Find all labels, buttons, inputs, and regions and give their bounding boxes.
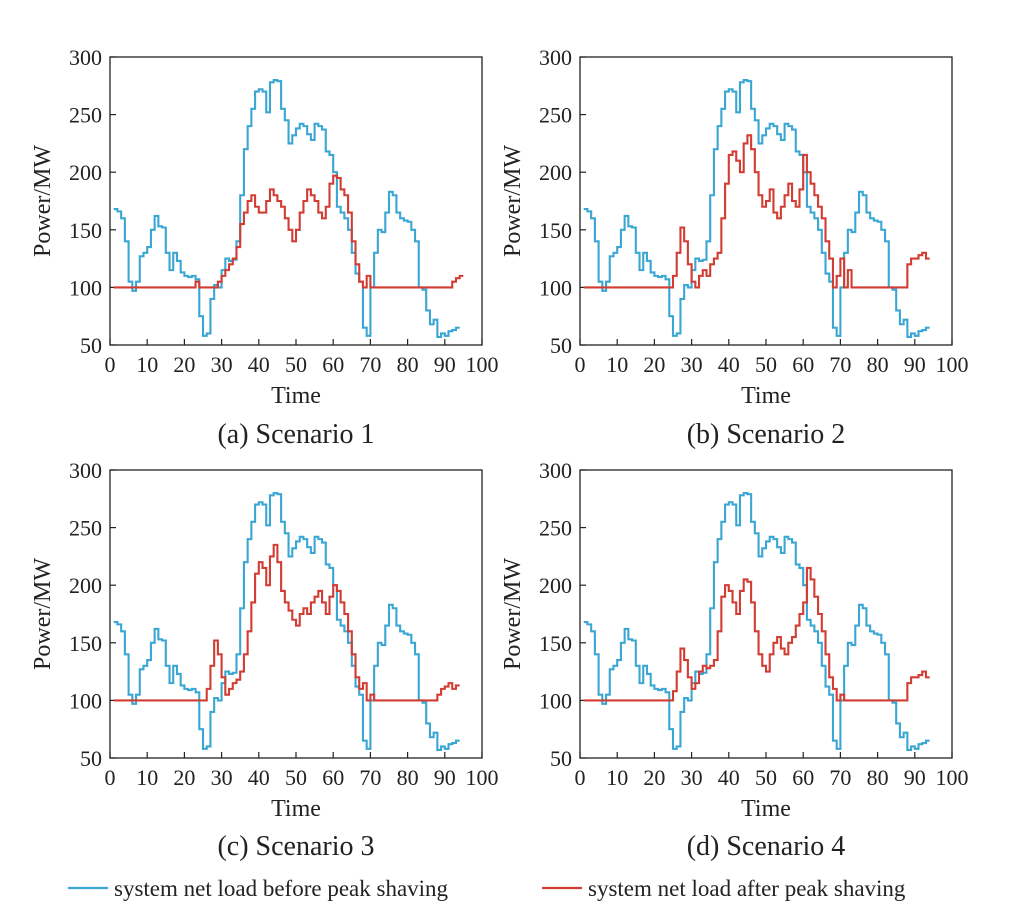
x-tick-label: 0 (575, 352, 586, 377)
panel-caption: (c) Scenario 3 (217, 831, 374, 862)
x-tick-label: 40 (718, 765, 740, 790)
x-tick-label: 60 (792, 352, 814, 377)
x-tick-label: 90 (904, 765, 926, 790)
x-tick-label: 20 (643, 352, 665, 377)
x-tick-label: 50 (755, 352, 777, 377)
series-before-line (113, 78, 460, 338)
series-after-line (113, 174, 464, 289)
chart-panel: 0 10 20 30 40 50 60 70 80 90 100 50 100 150 200 250 300 T… (30, 45, 499, 450)
x-tick-label: 80 (397, 765, 419, 790)
series-before-line (113, 491, 460, 751)
x-tick-label: 30 (211, 352, 233, 377)
y-tick-label: 50 (80, 333, 102, 358)
x-tick-label: 20 (173, 765, 195, 790)
x-tick-label: 90 (434, 352, 456, 377)
y-tick-label: 150 (69, 218, 102, 243)
y-tick-label: 250 (69, 103, 102, 128)
chart-panel: 0 10 20 30 40 50 60 70 80 90 100 50 100 150 200 250 300 T… (30, 458, 499, 862)
y-tick-label: 300 (539, 458, 572, 483)
x-axis-label: Time (741, 796, 791, 822)
y-tick-label: 50 (550, 746, 572, 771)
panel-caption: (d) Scenario 4 (687, 831, 846, 862)
y-tick-label: 150 (69, 631, 102, 656)
series-before-line (583, 78, 930, 338)
y-axis-label: Power/MW (30, 558, 56, 670)
y-tick-label: 100 (69, 688, 102, 713)
panel-caption: (b) Scenario 2 (687, 419, 846, 450)
x-tick-label: 100 (466, 352, 499, 377)
x-axis-label: Time (741, 383, 791, 409)
y-tick-label: 150 (539, 218, 572, 243)
y-tick-label: 200 (539, 573, 572, 598)
series-after-line (583, 566, 930, 702)
x-tick-label: 40 (718, 352, 740, 377)
x-tick-label: 50 (755, 765, 777, 790)
y-axis-label: Power/MW (30, 145, 56, 257)
x-tick-label: 90 (434, 765, 456, 790)
y-tick-label: 250 (69, 516, 102, 541)
y-axis-label: Power/MW (500, 558, 526, 670)
y-tick-label: 300 (539, 45, 572, 70)
y-tick-label: 200 (69, 160, 102, 185)
x-tick-label: 40 (248, 352, 270, 377)
x-axis-label: Time (271, 796, 321, 822)
x-tick-label: 10 (606, 352, 628, 377)
x-tick-label: 60 (322, 352, 344, 377)
x-tick-label: 0 (105, 765, 116, 790)
x-tick-label: 70 (829, 765, 851, 790)
chart-panel: 0 10 20 30 40 50 60 70 80 90 100 50 100 150 200 250 300 T… (500, 45, 969, 450)
x-tick-label: 40 (248, 765, 270, 790)
x-tick-label: 70 (359, 352, 381, 377)
x-tick-label: 100 (936, 352, 969, 377)
series-before-line (583, 491, 930, 751)
y-tick-label: 300 (69, 45, 102, 70)
x-tick-label: 90 (904, 352, 926, 377)
x-tick-label: 50 (285, 352, 307, 377)
y-tick-label: 250 (539, 103, 572, 128)
x-tick-label: 80 (867, 352, 889, 377)
y-tick-label: 250 (539, 516, 572, 541)
x-tick-label: 60 (792, 765, 814, 790)
y-axis-label: Power/MW (500, 145, 526, 257)
series-after-line (113, 543, 460, 702)
x-tick-label: 10 (136, 765, 158, 790)
y-tick-label: 50 (80, 746, 102, 771)
x-axis-label: Time (271, 383, 321, 409)
y-tick-label: 100 (69, 275, 102, 300)
y-tick-label: 100 (539, 275, 572, 300)
chart-panels: 0 10 20 30 40 50 60 70 80 90 10050100150200250300T… (30, 45, 969, 862)
x-tick-label: 80 (397, 352, 419, 377)
series-after-line (583, 134, 930, 289)
panel-caption: (a) Scenario 1 (217, 419, 374, 450)
x-tick-label: 0 (105, 352, 116, 377)
y-tick-label: 50 (550, 333, 572, 358)
chart-panel: 0 10 20 30 40 50 60 70 80 90 100 50 100 150 200 250 300 T… (500, 458, 969, 862)
x-tick-label: 100 (936, 765, 969, 790)
x-tick-label: 30 (211, 765, 233, 790)
y-tick-label: 300 (69, 458, 102, 483)
x-tick-label: 20 (643, 765, 665, 790)
x-tick-label: 70 (829, 352, 851, 377)
x-tick-label: 0 (575, 765, 586, 790)
x-tick-label: 30 (681, 765, 703, 790)
y-tick-label: 200 (539, 160, 572, 185)
x-tick-label: 50 (285, 765, 307, 790)
x-tick-label: 30 (681, 352, 703, 377)
y-tick-label: 100 (539, 688, 572, 713)
legend-before-label: system net load before peak shaving (114, 876, 449, 901)
x-tick-label: 100 (466, 765, 499, 790)
legend: system net load before peak shaving syst… (68, 876, 906, 901)
x-tick-label: 10 (606, 765, 628, 790)
y-tick-label: 150 (539, 631, 572, 656)
x-tick-label: 70 (359, 765, 381, 790)
x-tick-label: 10 (136, 352, 158, 377)
legend-after-label: system net load after peak shaving (588, 876, 906, 901)
x-tick-label: 80 (867, 765, 889, 790)
y-tick-label: 200 (69, 573, 102, 598)
x-tick-label: 60 (322, 765, 344, 790)
x-tick-label: 20 (173, 352, 195, 377)
